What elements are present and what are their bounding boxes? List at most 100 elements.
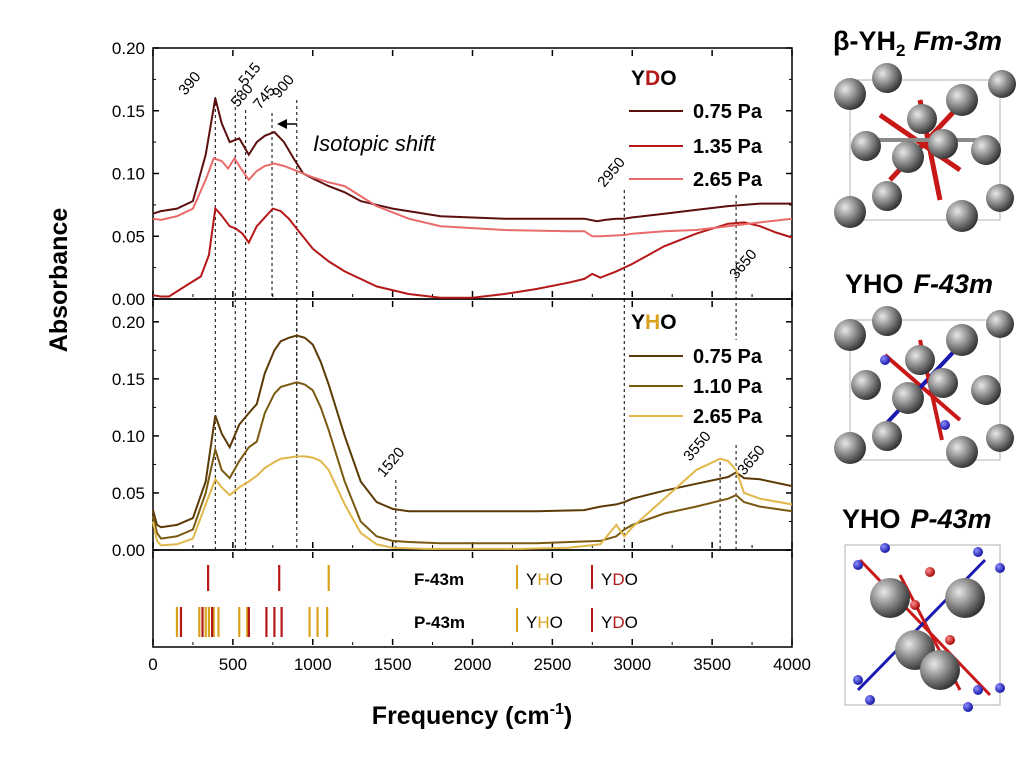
y-tick-label: 0.15 [112, 102, 145, 121]
structure-2-title: YHO F-43m [845, 269, 993, 299]
structure-3-atom [910, 600, 920, 610]
structure-3-atom [995, 563, 1005, 573]
p43m-ydo-y: Y [601, 613, 612, 632]
mode-bars [175, 565, 330, 637]
structure-2-atom [880, 355, 890, 365]
annotation-label-3650: 3650 [734, 442, 768, 478]
p43m-yho-legend: YHO [526, 613, 563, 632]
x-tick-label: 3500 [693, 655, 731, 674]
f43m-yho-y: Y [526, 570, 537, 589]
structure-2-atom [905, 345, 935, 375]
structure-3-atom [973, 685, 983, 695]
y-axis-title: Absorbance [45, 208, 73, 353]
structure-1-title-b: Fm-3m [913, 26, 1002, 56]
y-tick-label: 0.00 [112, 541, 145, 560]
top-series-2 [152, 206, 793, 299]
top-legend-label-2: 1.35 Pa [693, 136, 763, 158]
x-tick-label: 2000 [454, 655, 492, 674]
structure-1-atom [872, 181, 902, 211]
structure-3-atom [853, 560, 863, 570]
structure-3-atom [945, 578, 985, 618]
x-tick-label: 4000 [773, 655, 811, 674]
top-legend-label-3: 2.65 Pa [693, 169, 763, 191]
structure-3-title-b: P-43m [911, 504, 992, 534]
annotation-lines [214, 89, 737, 550]
structure-3-title: YHO P-43m [842, 504, 992, 534]
x-axis-title-end: ) [564, 702, 572, 730]
structure-1-bond [878, 112, 962, 173]
f43m-ydo-y: Y [601, 570, 612, 589]
y-tick-label: 0.00 [112, 290, 145, 309]
y-tick-label: 0.05 [112, 227, 145, 246]
structure-1-atom [851, 131, 881, 161]
structure-1-atom [907, 104, 937, 134]
structure-2-atom [971, 375, 1001, 405]
top-legend-title-o: O [660, 67, 676, 90]
middle-series-3 [152, 455, 793, 550]
annotation-label-2950: 2950 [594, 154, 628, 190]
x-axis-title: Frequency (cm-1) [372, 701, 572, 730]
structure-1-image [834, 63, 1016, 232]
structure-3-atom [870, 578, 910, 618]
x-tick-label: 1500 [374, 655, 412, 674]
structure-3-cell [844, 544, 1001, 706]
structure-1-title-sub: 2 [896, 41, 905, 60]
middle-legend-title-h: H [645, 311, 660, 334]
structure-1-title: β-YH2 Fm-3m [833, 26, 1002, 60]
structure-2-atom [872, 306, 902, 336]
x-axis-title-sup: -1 [550, 701, 564, 718]
middle-series-1 [152, 334, 793, 529]
top-legend-title: YDO [631, 67, 677, 90]
structure-2-atom [834, 319, 866, 351]
y-tick-label: 0.10 [112, 165, 145, 184]
structure-3-atom [853, 675, 863, 685]
structure-2-atom [986, 424, 1014, 452]
top-legend-label-1: 0.75 Pa [693, 101, 763, 123]
p43m-ydo-d: D [612, 613, 624, 632]
p43m-yho-o: O [550, 613, 563, 632]
isotopic-shift-arrowhead [277, 119, 287, 129]
annotation-label-580: 580 [228, 80, 257, 110]
isotopic-shift-label: Isotopic shift [313, 131, 436, 156]
structure-2-title-b: F-43m [914, 269, 994, 299]
p43m-row-label: P-43m [414, 613, 465, 632]
top-series-1 [152, 97, 792, 223]
structure-3-atom [963, 702, 973, 712]
structure-3-atom [945, 635, 955, 645]
structure-3-image [844, 543, 1005, 712]
middle-series-2 [152, 381, 793, 545]
structure-3-atom [973, 547, 983, 557]
f43m-row-label: F-43m [414, 570, 464, 589]
structure-1-atom [946, 84, 978, 116]
p43m-ydo-o: O [625, 613, 638, 632]
x-tick-label: 2500 [533, 655, 571, 674]
f43m-yho-legend: YHO [526, 570, 563, 589]
structure-1-atom [971, 135, 1001, 165]
annotation-label-3550: 3550 [680, 428, 714, 464]
structure-2-atom [872, 421, 902, 451]
y-tick-label: 0.05 [112, 484, 145, 503]
structure-3-atom [880, 543, 890, 553]
middle-legend-label-3: 2.65 Pa [693, 406, 763, 428]
f43m-ydo-d: D [612, 570, 624, 589]
y-tick-label: 0.20 [112, 39, 145, 58]
middle-legend-title-y: Y [631, 311, 645, 334]
structure-1-atom [988, 70, 1016, 98]
top-legend-title-y: Y [631, 67, 645, 90]
structure-2-atom [892, 382, 924, 414]
structure-2-image [834, 306, 1014, 468]
structure-2-atom [928, 368, 958, 398]
structure-3-atom [920, 650, 960, 690]
bottom-panel-frame [152, 549, 793, 648]
p43m-ydo-legend: YDO [601, 613, 638, 632]
series-layer [152, 97, 793, 550]
f43m-ydo-legend: YDO [601, 570, 638, 589]
structure-2-atom [946, 436, 978, 468]
axis-ticks: 0.00 0.05 0.10 0.15 0.20 0.00 0.05 0.10 0.15 0.20… [112, 39, 811, 674]
structure-2-atom [834, 432, 866, 464]
structure-2-atom [986, 310, 1014, 338]
structure-1-atom [946, 200, 978, 232]
x-tick-label: 500 [219, 655, 247, 674]
annotation-label-1520: 1520 [374, 444, 408, 480]
